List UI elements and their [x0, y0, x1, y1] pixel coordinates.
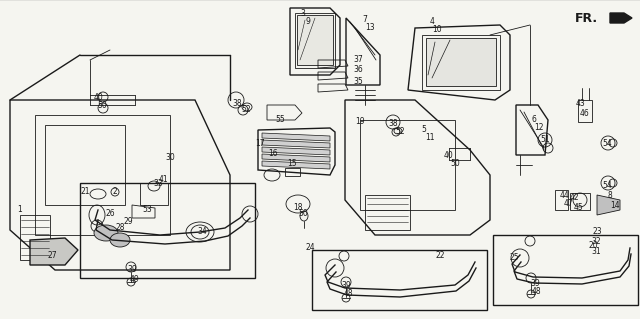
- Bar: [295, 13, 335, 68]
- Text: 20: 20: [588, 241, 598, 249]
- Text: 15: 15: [287, 160, 297, 168]
- Bar: [578, 100, 592, 122]
- Polygon shape: [597, 195, 620, 215]
- Polygon shape: [262, 154, 330, 162]
- Text: 4: 4: [429, 18, 435, 26]
- Text: 19: 19: [355, 117, 365, 127]
- Text: 31: 31: [591, 248, 601, 256]
- Text: 5: 5: [422, 125, 426, 135]
- Text: 51: 51: [540, 136, 550, 145]
- Bar: [426, 38, 496, 86]
- Text: 2: 2: [113, 188, 117, 197]
- Bar: [365, 195, 410, 230]
- Text: 40: 40: [94, 93, 104, 101]
- Ellipse shape: [110, 233, 130, 247]
- Text: 23: 23: [592, 227, 602, 236]
- Polygon shape: [262, 147, 330, 155]
- Text: 50: 50: [298, 210, 308, 219]
- Text: 24: 24: [305, 243, 315, 253]
- Text: 35: 35: [353, 78, 363, 86]
- Text: 8: 8: [607, 191, 612, 201]
- Text: 38: 38: [388, 120, 398, 129]
- Bar: [45, 125, 125, 205]
- Bar: [20, 215, 50, 260]
- Text: 9: 9: [305, 18, 310, 26]
- Bar: [297, 15, 333, 65]
- Text: 41: 41: [158, 175, 168, 184]
- Text: 14: 14: [610, 202, 620, 211]
- Bar: [493, 235, 638, 305]
- Bar: [312, 250, 487, 310]
- Text: 39: 39: [127, 265, 137, 275]
- Text: 44: 44: [560, 190, 570, 199]
- Text: FR.: FR.: [575, 11, 598, 25]
- Text: 54: 54: [602, 139, 612, 149]
- Bar: [140, 183, 168, 205]
- Text: 29: 29: [123, 218, 133, 226]
- Text: 25: 25: [509, 253, 519, 262]
- Text: 3: 3: [301, 9, 305, 18]
- Text: 42: 42: [569, 194, 579, 203]
- Text: 40: 40: [444, 151, 454, 160]
- Bar: [35, 115, 170, 235]
- Text: 49: 49: [129, 275, 139, 284]
- Bar: [80, 183, 255, 278]
- Text: 12: 12: [534, 123, 544, 132]
- Bar: [360, 120, 455, 210]
- Text: 37: 37: [353, 55, 363, 63]
- Polygon shape: [30, 238, 78, 265]
- Text: 38: 38: [232, 99, 242, 108]
- Text: 18: 18: [293, 203, 303, 211]
- Text: 48: 48: [531, 286, 541, 295]
- Text: 54: 54: [602, 181, 612, 189]
- Text: 46: 46: [580, 108, 590, 117]
- Text: 50: 50: [450, 159, 460, 167]
- Polygon shape: [262, 140, 330, 148]
- Bar: [422, 35, 500, 90]
- FancyArrow shape: [610, 13, 632, 23]
- Text: 10: 10: [432, 26, 442, 34]
- Text: 36: 36: [353, 65, 363, 75]
- Text: 39: 39: [530, 278, 540, 287]
- Text: 55: 55: [275, 115, 285, 124]
- Text: 43: 43: [576, 100, 586, 108]
- Text: 28: 28: [115, 224, 125, 233]
- Text: 39: 39: [341, 280, 351, 290]
- Text: 32: 32: [591, 238, 601, 247]
- Text: 22: 22: [435, 250, 445, 259]
- Text: 52: 52: [241, 106, 251, 115]
- Polygon shape: [262, 133, 330, 141]
- Polygon shape: [262, 161, 330, 169]
- Text: 34: 34: [197, 227, 207, 236]
- Text: 27: 27: [47, 250, 57, 259]
- Text: 47: 47: [563, 199, 573, 209]
- Text: 50: 50: [97, 100, 107, 109]
- Text: 13: 13: [365, 24, 375, 33]
- Text: 53: 53: [142, 205, 152, 214]
- Text: 45: 45: [573, 203, 583, 211]
- Text: 6: 6: [532, 115, 536, 124]
- Text: 26: 26: [105, 209, 115, 218]
- Text: 7: 7: [363, 16, 367, 25]
- Text: 21: 21: [80, 188, 90, 197]
- Text: 17: 17: [255, 138, 265, 147]
- Text: 1: 1: [18, 205, 22, 214]
- Text: 11: 11: [425, 133, 435, 143]
- Text: 48: 48: [343, 288, 353, 298]
- Text: 33: 33: [153, 180, 163, 189]
- Text: 16: 16: [268, 150, 278, 159]
- Text: 52: 52: [395, 128, 405, 137]
- Text: 30: 30: [165, 152, 175, 161]
- Ellipse shape: [94, 225, 118, 241]
- Bar: [285, 168, 300, 176]
